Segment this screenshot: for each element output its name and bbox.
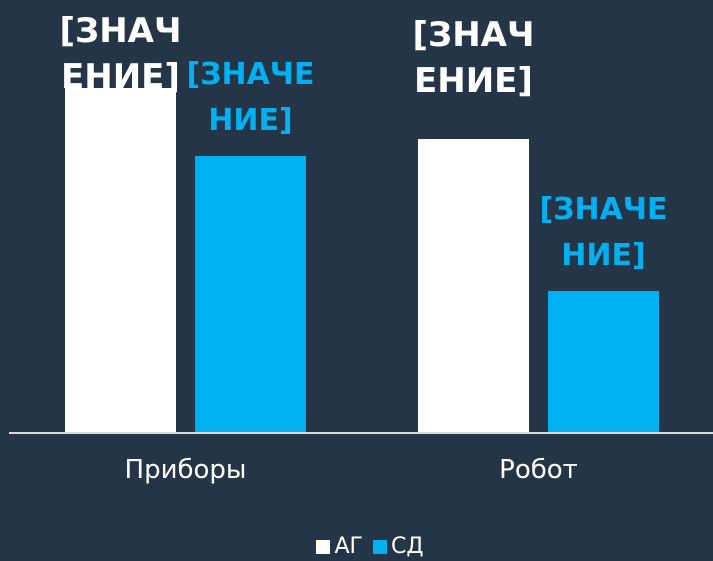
bar <box>65 88 176 432</box>
legend: АГ СД <box>0 534 713 559</box>
legend-label: АГ <box>334 534 363 559</box>
bar <box>548 291 659 432</box>
data-label: [ЗНАЧЕНИЕ] <box>412 15 535 101</box>
x-tick-label: Приборы <box>124 455 247 485</box>
legend-label: СД <box>390 534 424 559</box>
axis-line <box>9 432 713 434</box>
legend-item: СД <box>372 534 424 559</box>
data-label: [ЗНАЧЕНИЕ] <box>539 192 668 273</box>
bar <box>418 139 529 432</box>
legend-swatch <box>316 539 331 554</box>
data-label: [ЗНАЧЕНИЕ] <box>59 11 182 97</box>
data-label: [ЗНАЧЕНИЕ] <box>186 57 315 138</box>
bar <box>195 156 306 432</box>
legend-swatch <box>372 539 387 554</box>
legend-item: АГ <box>316 534 363 559</box>
x-tick-label: Робот <box>499 455 578 485</box>
